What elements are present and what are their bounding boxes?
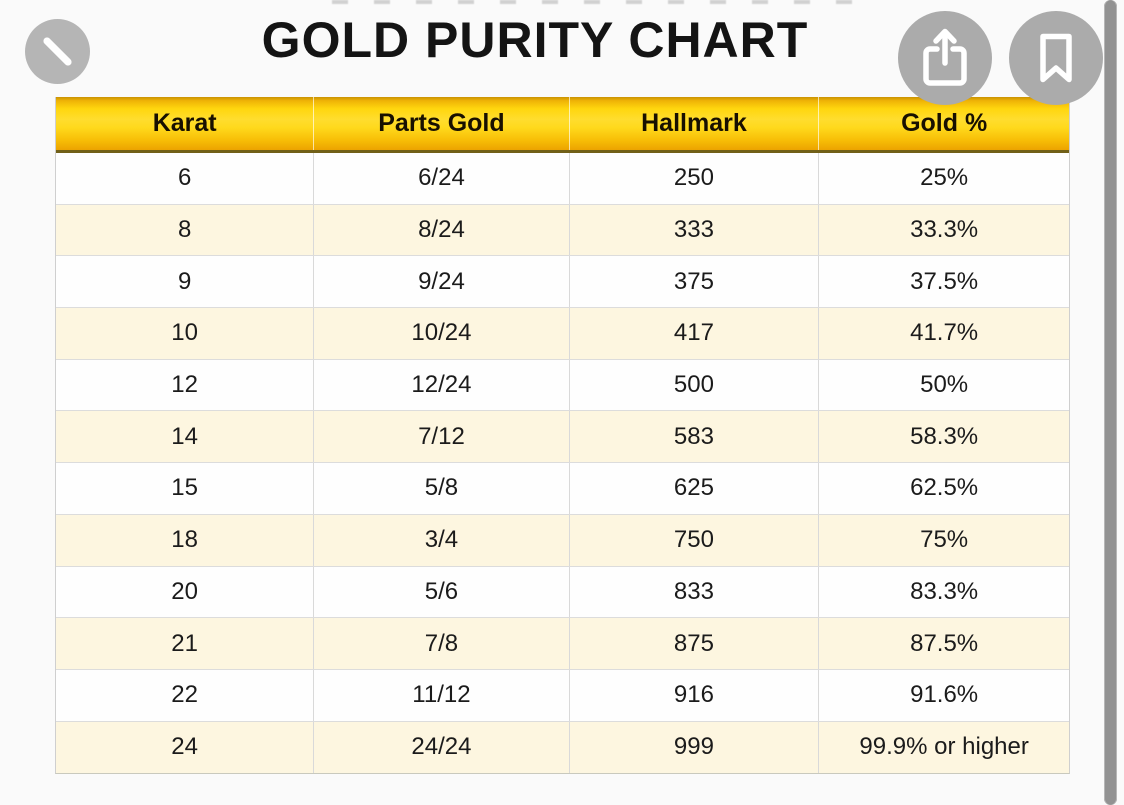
table-cell: 75% <box>920 526 969 554</box>
table-body: 6 6/24 250 25% 8 8/24 333 33.3% 9 9/24 375 37.5% 10 1… <box>56 153 1069 774</box>
table-cell: 24/24 <box>314 721 570 774</box>
column-header-gold-pct: Gold % <box>901 109 988 137</box>
table-row: 22 11/12 916 91.6% <box>56 669 1069 722</box>
table-cell: 18 <box>56 514 315 566</box>
table-cell: 6 <box>56 153 315 204</box>
page-title: GOLD PURITY CHART <box>261 12 809 68</box>
table-cell: 583 <box>570 411 820 463</box>
table-cell: 5/8 <box>314 463 570 514</box>
close-button[interactable] <box>25 19 90 84</box>
table-cell: 999 <box>570 721 820 774</box>
table-cell: 50% <box>920 371 969 399</box>
table-cell: 37.5% <box>910 267 979 295</box>
column-header-parts-gold: Parts Gold <box>314 97 570 150</box>
table-cell: 41.7% <box>910 319 979 347</box>
bookmark-button[interactable] <box>1009 11 1103 105</box>
table-row: 20 5/6 833 83.3% <box>56 566 1069 619</box>
table-cell: 21 <box>56 618 315 669</box>
table-cell: 7/12 <box>314 411 570 463</box>
screenshot-artifact <box>332 0 852 4</box>
table-cell: 9/24 <box>314 256 570 308</box>
table-cell: 625 <box>570 463 820 514</box>
table-cell: 62.5% <box>910 474 979 502</box>
table-cell: 87.5% <box>910 629 979 657</box>
table-row: 10 10/24 417 41.7% <box>56 308 1069 360</box>
table-cell: 833 <box>570 566 820 618</box>
table-row: 21 7/8 875 87.5% <box>56 618 1069 670</box>
scrollbar[interactable] <box>1104 0 1117 805</box>
table-cell: 8 <box>56 204 315 256</box>
share-button[interactable] <box>898 11 992 105</box>
table-cell: 25% <box>920 164 969 192</box>
table-cell: 375 <box>570 256 820 308</box>
table-cell: 5/6 <box>314 566 570 618</box>
table-cell: 916 <box>570 669 820 721</box>
table-cell: 58.3% <box>910 422 979 450</box>
table-cell: 14 <box>56 411 315 463</box>
table-row: 9 9/24 375 37.5% <box>56 256 1069 309</box>
table-cell: 875 <box>570 618 820 669</box>
column-header-karat: Karat <box>56 97 315 150</box>
table-cell: 83.3% <box>910 577 979 605</box>
table-cell: 6/24 <box>314 153 570 204</box>
table-cell: 15 <box>56 463 315 514</box>
gold-purity-table: Karat Parts Gold Hallmark Gold % 6 6/24 25… <box>55 97 1070 775</box>
table-cell: 91.6% <box>910 681 979 709</box>
bookmark-icon <box>1009 11 1103 105</box>
table-cell: 12/24 <box>314 359 570 411</box>
table-cell: 7/8 <box>314 618 570 669</box>
table-row: 12 12/24 500 50% <box>56 359 1069 412</box>
table-cell: 9 <box>56 256 315 308</box>
table-cell: 20 <box>56 566 315 618</box>
table-cell: 500 <box>570 359 820 411</box>
table-cell: 24 <box>56 721 315 774</box>
share-icon <box>898 11 992 105</box>
table-cell: 12 <box>56 359 315 411</box>
table-cell: 417 <box>570 308 820 359</box>
table-cell: 333 <box>570 204 820 256</box>
table-cell: 250 <box>570 153 820 204</box>
table-cell: 22 <box>56 669 315 721</box>
column-header-hallmark: Hallmark <box>570 97 820 150</box>
table-row: 6 6/24 250 25% <box>56 153 1069 205</box>
table-cell: 8/24 <box>314 204 570 256</box>
table-cell: 33.3% <box>910 216 979 244</box>
table-cell: 11/12 <box>314 669 570 721</box>
table-cell: 750 <box>570 514 820 566</box>
close-icon <box>25 19 90 84</box>
table-row: 14 7/12 583 58.3% <box>56 411 1069 464</box>
table-cell: 10 <box>56 308 315 359</box>
table-cell: 3/4 <box>314 514 570 566</box>
table-cell: 99.9% or higher <box>859 733 1029 761</box>
table-cell: 10/24 <box>314 308 570 359</box>
table-header-row: Karat Parts Gold Hallmark Gold % <box>56 97 1069 153</box>
table-row: 8 8/24 333 33.3% <box>56 204 1069 257</box>
table-row: 18 3/4 750 75% <box>56 514 1069 567</box>
table-row: 24 24/24 999 99.9% or higher <box>56 721 1069 774</box>
table-row: 15 5/8 625 62.5% <box>56 463 1069 515</box>
